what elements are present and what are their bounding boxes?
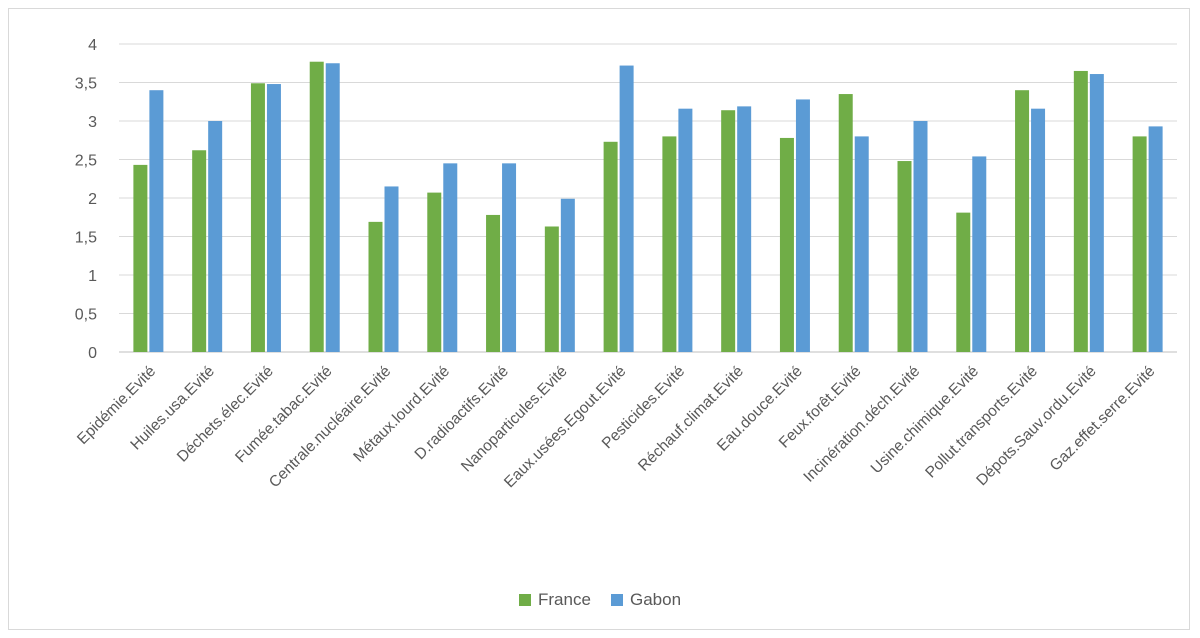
x-category-label: Usine.chimique.Evité — [868, 363, 982, 477]
x-category-label: Pollut.transports.Evité — [922, 363, 1041, 482]
bar-france — [427, 192, 442, 352]
bar-gabon — [795, 99, 810, 352]
x-category-label: Centrale.nucléaire.Evité — [266, 363, 394, 491]
legend-label-gabon: Gabon — [630, 590, 681, 609]
bar-gabon — [854, 136, 869, 352]
bar-france — [1015, 90, 1030, 352]
bar-gabon — [1031, 108, 1046, 353]
bar-gabon — [208, 121, 223, 352]
legend-swatch-gabon — [611, 594, 623, 606]
x-category-label: Dépots.Sauv.ordu.Evité — [973, 363, 1099, 489]
y-tick-label: 1,5 — [75, 230, 97, 247]
bar-gabon — [266, 84, 281, 352]
bar-france — [838, 94, 853, 353]
bar-gabon — [737, 106, 752, 353]
x-category-label: Nanoparticules.Evité — [458, 363, 571, 476]
bar-france — [486, 214, 501, 352]
bar-france — [1132, 136, 1147, 352]
bar-gabon — [972, 156, 987, 352]
gridlines — [119, 43, 1177, 353]
bar-france — [1073, 70, 1088, 352]
y-tick-label: 2 — [88, 191, 97, 208]
y-tick-label: 4 — [88, 37, 97, 54]
y-tick-label: 3 — [88, 114, 97, 131]
y-tick-label: 0,5 — [75, 307, 97, 324]
x-category-label: Eaux.usées.Egout.Evité — [501, 363, 629, 491]
bar-france — [192, 150, 207, 352]
legend-label-france: France — [538, 590, 591, 609]
bar-gabon — [502, 163, 517, 352]
bar-gabon — [443, 163, 458, 352]
bars — [133, 61, 1163, 353]
bar-france — [309, 61, 324, 353]
bar-france — [250, 83, 265, 353]
x-category-label: Incinération.déch.Evité — [800, 363, 923, 486]
bar-france — [779, 137, 794, 352]
bar-gabon — [1148, 126, 1163, 352]
legend-swatch-france — [519, 594, 531, 606]
chart-area: 0 0,5 1 1,5 2 2,5 3 3,5 4 Epidémie.Evité Huiles.u… — [8, 8, 1190, 630]
y-axis-tick-labels: 0 0,5 1 1,5 2 2,5 3 3,5 4 — [75, 37, 97, 362]
bar-france — [897, 161, 912, 352]
x-category-label: Réchauf.climat.Evité — [635, 363, 747, 475]
legend: France Gabon — [519, 590, 681, 609]
bar-gabon — [913, 121, 928, 352]
bar-gabon — [149, 90, 164, 352]
y-tick-label: 3,5 — [75, 76, 97, 93]
bar-france — [662, 136, 677, 352]
bar-france — [721, 110, 736, 352]
y-tick-label: 1 — [88, 268, 97, 285]
y-tick-label: 0 — [88, 345, 97, 362]
bar-chart: 0 0,5 1 1,5 2 2,5 3 3,5 4 Epidémie.EvitéHuiles.u… — [74, 37, 1177, 609]
x-category-label: Fumée.tabac.Evité — [232, 363, 335, 466]
bar-france — [544, 226, 559, 352]
bar-gabon — [384, 186, 399, 352]
bar-france — [956, 212, 971, 352]
x-category-label: Gaz.effet.serre.Evité — [1047, 363, 1159, 475]
bar-france — [368, 221, 383, 352]
bar-gabon — [619, 65, 634, 352]
bar-gabon — [678, 108, 693, 353]
bar-gabon — [1089, 74, 1104, 352]
x-axis-category-labels: Epidémie.EvitéHuiles.usa.EvitéDéchets.él… — [74, 363, 1158, 491]
y-tick-label: 2,5 — [75, 153, 97, 170]
bar-france — [603, 141, 618, 352]
bar-france — [133, 164, 148, 352]
bar-gabon — [560, 198, 575, 352]
bar-gabon — [325, 63, 340, 352]
